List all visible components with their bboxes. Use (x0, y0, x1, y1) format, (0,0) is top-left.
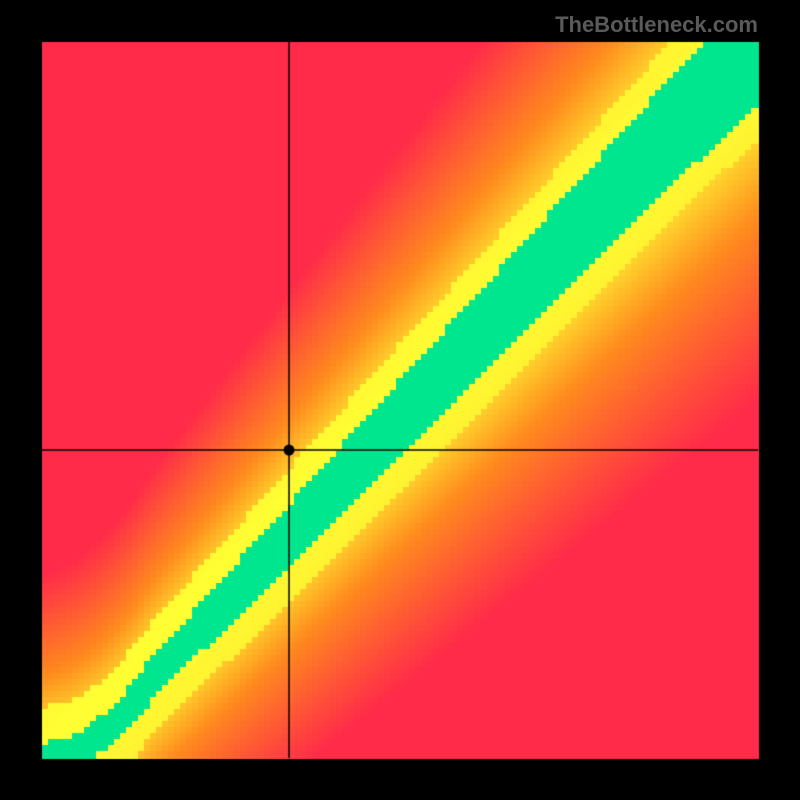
bottleneck-heatmap (0, 0, 800, 800)
chart-container: TheBottleneck.com (0, 0, 800, 800)
watermark-text: TheBottleneck.com (555, 12, 758, 38)
